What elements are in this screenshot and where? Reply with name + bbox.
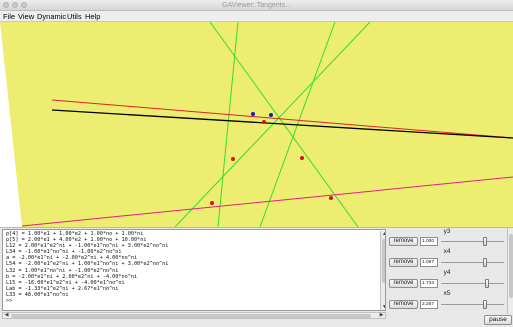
close-button[interactable] bbox=[3, 2, 9, 8]
slider-x4[interactable] bbox=[441, 258, 504, 267]
menu-file[interactable]: File bbox=[3, 12, 16, 21]
console-scroll-thumb[interactable] bbox=[382, 239, 385, 283]
red-point bbox=[300, 156, 304, 160]
magenta-line bbox=[21, 176, 513, 227]
console-line: L15 = -16.00*e1^e2^ni + -4.00*e1^no^ni bbox=[6, 279, 125, 286]
console-line: L33 = 48.00*e1^no^ni bbox=[6, 291, 69, 298]
control-label-y4: y4 bbox=[443, 269, 451, 276]
minimize-button[interactable] bbox=[12, 2, 18, 8]
scroll-down-arrow-icon[interactable]: ▼ bbox=[381, 304, 385, 310]
red-line bbox=[51, 99, 513, 139]
menu-utils[interactable]: Utils bbox=[67, 12, 82, 21]
menu-view[interactable]: View bbox=[18, 12, 35, 21]
console-line: a = -2.00*e1^ni + -2.00*e2^ni + 4.00*no^… bbox=[6, 255, 138, 262]
red-point bbox=[329, 196, 333, 200]
console-hscroll-thumb[interactable] bbox=[11, 314, 371, 318]
scroll-right-arrow-icon[interactable]: ▶ bbox=[379, 312, 384, 318]
remove-button-x4[interactable]: remove bbox=[389, 258, 418, 267]
slider-x5[interactable] bbox=[441, 300, 504, 309]
black-line bbox=[51, 109, 513, 139]
console-line: L34 = -1.00*e1^no^ni + -1.00*e2^no^ni bbox=[6, 249, 122, 256]
plane-surface bbox=[0, 22, 513, 227]
title-bar: GAViewer: Tangents... bbox=[0, 0, 513, 11]
remove-button-y4[interactable]: remove bbox=[389, 279, 418, 288]
blue-point bbox=[251, 112, 255, 116]
menu-bar: File View Dynamic Utils Help bbox=[0, 11, 513, 22]
value-field-y3[interactable]: 1.000 bbox=[420, 237, 438, 246]
remove-button-x5[interactable]: remove bbox=[389, 300, 418, 309]
window-title: GAViewer: Tangents... bbox=[222, 2, 291, 9]
console-line: L12 = 2.00*e1^e2^ni + -1.00*e1^no^ni + 3… bbox=[6, 243, 169, 250]
console-vertical-scrollbar[interactable]: ▲ ▼ bbox=[380, 231, 385, 310]
bottom-panel: p[4] = 1.00*e1 + 1.00*e2 + 1.00*no + 1.0… bbox=[0, 227, 513, 327]
slider-knob[interactable] bbox=[483, 258, 488, 267]
slider-track bbox=[441, 304, 504, 305]
scene-graphics bbox=[0, 22, 513, 227]
slider-track bbox=[441, 262, 504, 263]
value-field-y4[interactable]: 1.733 bbox=[420, 279, 438, 288]
menu-help[interactable]: Help bbox=[85, 12, 101, 21]
slider-knob[interactable] bbox=[484, 279, 489, 288]
value-field-x5[interactable]: 2.267 bbox=[420, 300, 438, 309]
blue-point bbox=[269, 113, 273, 117]
scroll-up-arrow-icon[interactable]: ▲ bbox=[381, 231, 385, 238]
remove-button-y3[interactable]: remove bbox=[389, 237, 418, 246]
red-point bbox=[210, 201, 214, 205]
console-horizontal-scrollbar[interactable]: ◀ ▶ bbox=[2, 312, 386, 319]
slider-track bbox=[441, 241, 504, 242]
controls-scroll-thumb[interactable] bbox=[509, 234, 513, 298]
value-field-x4[interactable]: 1.067 bbox=[420, 258, 438, 267]
console-line: p[4] = 1.00*e1 + 1.00*e2 + 1.00*no + 1.0… bbox=[6, 231, 144, 237]
console-line: p[5] = 2.00*e1 + 4.00*e2 + 1.00*no + 10.… bbox=[6, 237, 147, 244]
pause-button[interactable]: pause bbox=[484, 315, 512, 325]
control-label-x5: x5 bbox=[443, 290, 451, 297]
control-label-x4: x4 bbox=[443, 248, 451, 255]
green-line bbox=[174, 22, 371, 227]
console-output[interactable]: p[4] = 1.00*e1 + 1.00*e2 + 1.00*no + 1.0… bbox=[2, 229, 386, 311]
zoom-button[interactable] bbox=[21, 2, 27, 8]
console-line: >> bbox=[6, 298, 13, 305]
console-text: p[4] = 1.00*e1 + 1.00*e2 + 1.00*no + 1.0… bbox=[6, 231, 168, 304]
slider-y3[interactable] bbox=[441, 237, 504, 246]
slider-track bbox=[441, 283, 504, 284]
green-line bbox=[217, 22, 239, 227]
slider-y4[interactable] bbox=[441, 279, 504, 288]
console-line: Lab = -1.33*e1^e2^ni + 2.67*e1^no^ni bbox=[6, 285, 119, 292]
controls-scrollbar[interactable] bbox=[507, 228, 513, 314]
console-line: L32 = 1.00*e1^no^ni + -1.00*e2^no^ni bbox=[6, 267, 119, 274]
red-point bbox=[231, 157, 235, 161]
slider-knob[interactable] bbox=[483, 237, 488, 246]
console-line: L54 = -2.00*e1^e2^ni + 1.00*e1^no^ni + 3… bbox=[6, 261, 169, 268]
console-line: b = -2.00*e1^ni + 2.00*e2^ni + -4.00*no^… bbox=[6, 273, 138, 280]
3d-viewport[interactable] bbox=[0, 22, 513, 227]
menu-dynamic[interactable]: Dynamic bbox=[37, 12, 67, 21]
scroll-left-arrow-icon[interactable]: ◀ bbox=[4, 312, 9, 318]
red-point bbox=[262, 120, 266, 124]
control-label-y3: y3 bbox=[443, 228, 451, 235]
slider-knob[interactable] bbox=[483, 300, 488, 309]
scalar-controls-panel: y3 remove 1.000 x4 remove 1.067 y4 remov… bbox=[388, 228, 513, 318]
